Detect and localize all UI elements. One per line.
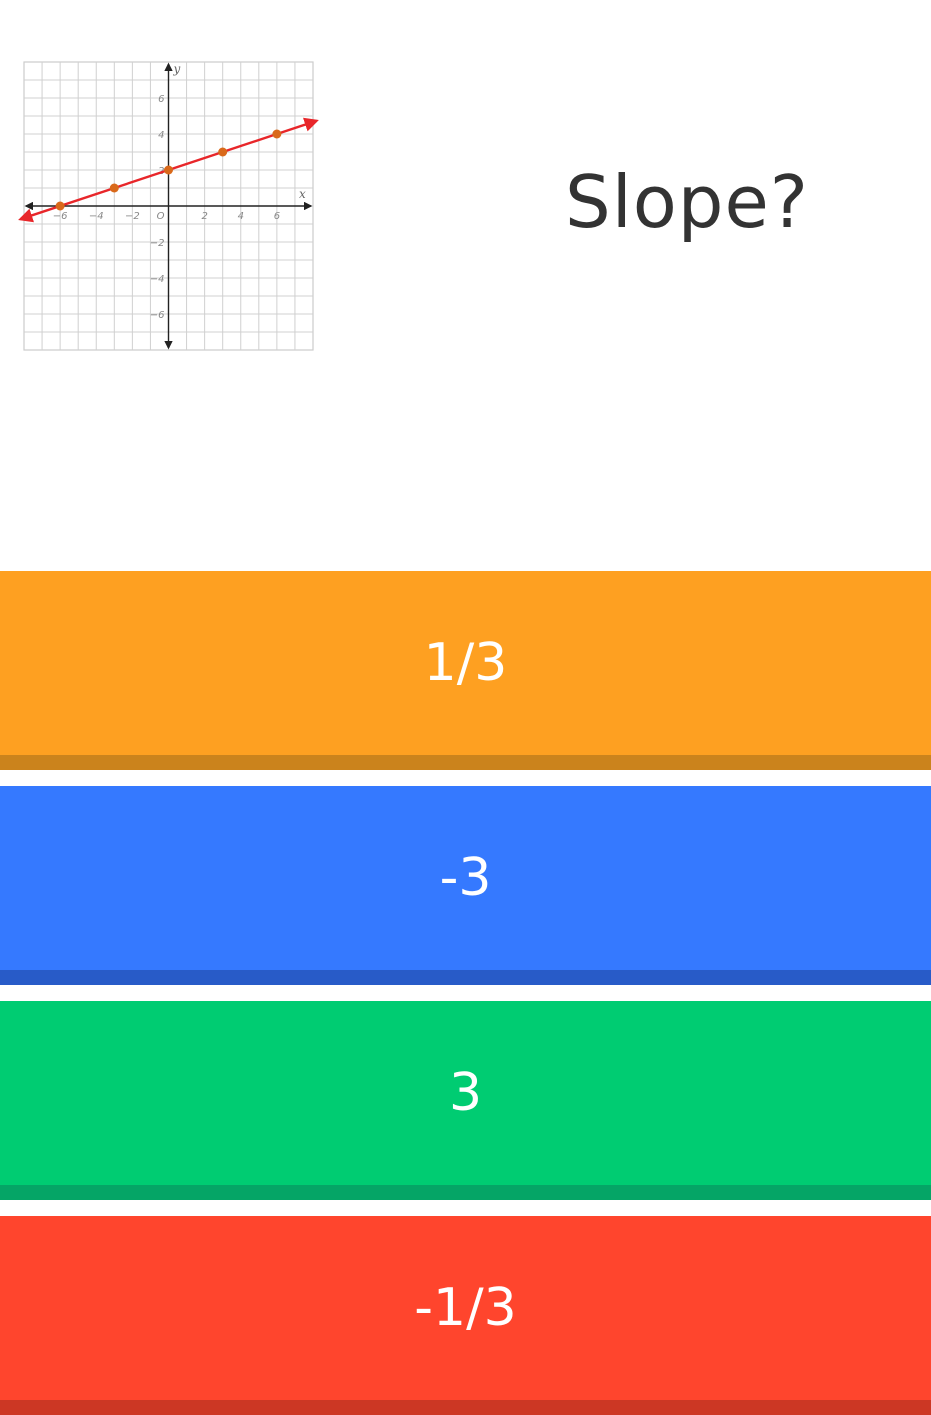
answer-option-4[interactable]: -1/3 — [0, 1216, 931, 1415]
x-tick-label: −6 — [53, 211, 68, 222]
data-point — [218, 147, 228, 157]
y-tick-label: −4 — [150, 274, 165, 285]
answer-option-1[interactable]: 1/3 — [0, 571, 931, 770]
x-tick-label: 4 — [238, 211, 244, 222]
answer-shade — [0, 755, 931, 770]
y-tick-label: −6 — [150, 310, 165, 321]
y-axis-label: y — [173, 62, 181, 76]
answer-label: -3 — [0, 786, 931, 970]
x-tick-label: 6 — [274, 211, 280, 222]
x-tick-label: −2 — [125, 211, 140, 222]
x-axis-label: x — [299, 187, 306, 201]
answer-shade — [0, 1400, 931, 1415]
answer-option-2[interactable]: -3 — [0, 786, 931, 985]
answer-label: 3 — [0, 1001, 931, 1185]
answer-shade — [0, 1185, 931, 1200]
data-point — [109, 183, 119, 193]
data-point — [164, 165, 173, 175]
y-tick-label: 6 — [158, 94, 164, 105]
y-tick-label: −2 — [150, 238, 165, 249]
data-point — [272, 129, 282, 139]
data-point — [55, 201, 65, 211]
x-tick-label: 2 — [201, 211, 207, 222]
x-tick-label: −4 — [89, 211, 104, 222]
answer-option-3[interactable]: 3 — [0, 1001, 931, 1200]
answer-shade — [0, 970, 931, 985]
answer-label: -1/3 — [0, 1216, 931, 1400]
answer-label: 1/3 — [0, 571, 931, 755]
question-text: Slope? — [565, 160, 809, 244]
origin-label: O — [157, 211, 165, 222]
y-tick-label: 4 — [158, 130, 164, 141]
